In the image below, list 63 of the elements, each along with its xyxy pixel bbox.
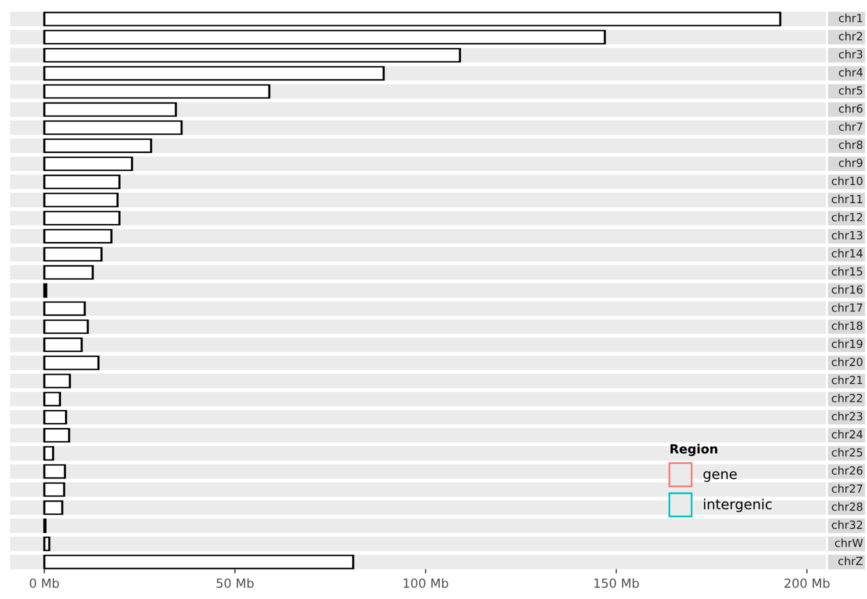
bar [43,410,68,424]
bar [43,301,86,316]
y-tick-label: chrZ [838,556,863,566]
bar [43,174,120,190]
y-tick-label: chrW [835,538,863,548]
bar [43,319,89,334]
y-tick-label: chr14 [832,248,863,258]
x-tick-label: 100 Mb [404,578,448,588]
y-tick-label: chr21 [832,376,862,384]
bar [43,374,71,388]
y-tick-label: chr11 [832,194,862,204]
y-tick-label: chr28 [832,502,862,511]
bar [43,338,83,352]
y-tick-label: chr15 [832,267,862,276]
bar [43,356,100,370]
bar [43,464,66,479]
y-tick-label: chr25 [832,448,862,457]
y-tick-label: chr18 [832,321,862,330]
y-tick-label: chr26 [832,466,862,475]
y-tick-label: chr2 [838,32,862,40]
y-tick-label: chr7 [838,122,862,131]
x-tick-label: 50 Mb [216,578,254,588]
y-tick-label: chr19 [832,339,862,348]
bar [43,446,54,461]
y-tick-label: chr22 [832,394,862,402]
y-tick-label: chr10 [832,176,862,186]
y-tick-label: chr23 [832,412,862,420]
bar [43,120,183,135]
y-tick-label: chr16 [832,285,862,294]
legend-label: intergenic [704,498,772,512]
legend-title: Region [670,444,718,456]
y-tick-label: chr24 [832,430,863,438]
y-tick-label: chr8 [838,140,862,149]
y-tick-label: chr20 [832,358,862,366]
x-tick-label: 0 Mb [30,578,59,588]
bar [43,102,177,117]
bar [43,210,120,226]
y-tick-label: chr17 [832,303,862,312]
y-tick-label: chr13 [832,230,862,240]
y-tick-label: chr5 [838,86,862,95]
y-tick-label: chr32 [832,520,862,529]
y-tick-label: chr4 [838,68,863,77]
bar [43,138,152,153]
y-tick-label: chr3 [838,50,862,58]
bar [43,428,70,443]
y-tick-label: chr1 [838,14,862,22]
bar [43,265,94,280]
legend-label: gene [703,471,737,482]
bar [43,84,270,99]
y-tick-label: chr9 [838,158,862,168]
x-tick-label: 150 Mb [594,578,639,588]
y-tick-label: chr12 [832,212,862,222]
bar [43,500,64,515]
bar [43,247,103,262]
y-tick-label: chr6 [838,104,862,113]
bar [43,156,134,172]
x-tick-label: 200 Mb [784,578,830,588]
bar [43,536,50,552]
bar [43,482,66,497]
y-tick-label: chr27 [832,484,862,493]
bar [43,192,119,208]
bar [43,228,112,244]
bar [43,392,61,406]
